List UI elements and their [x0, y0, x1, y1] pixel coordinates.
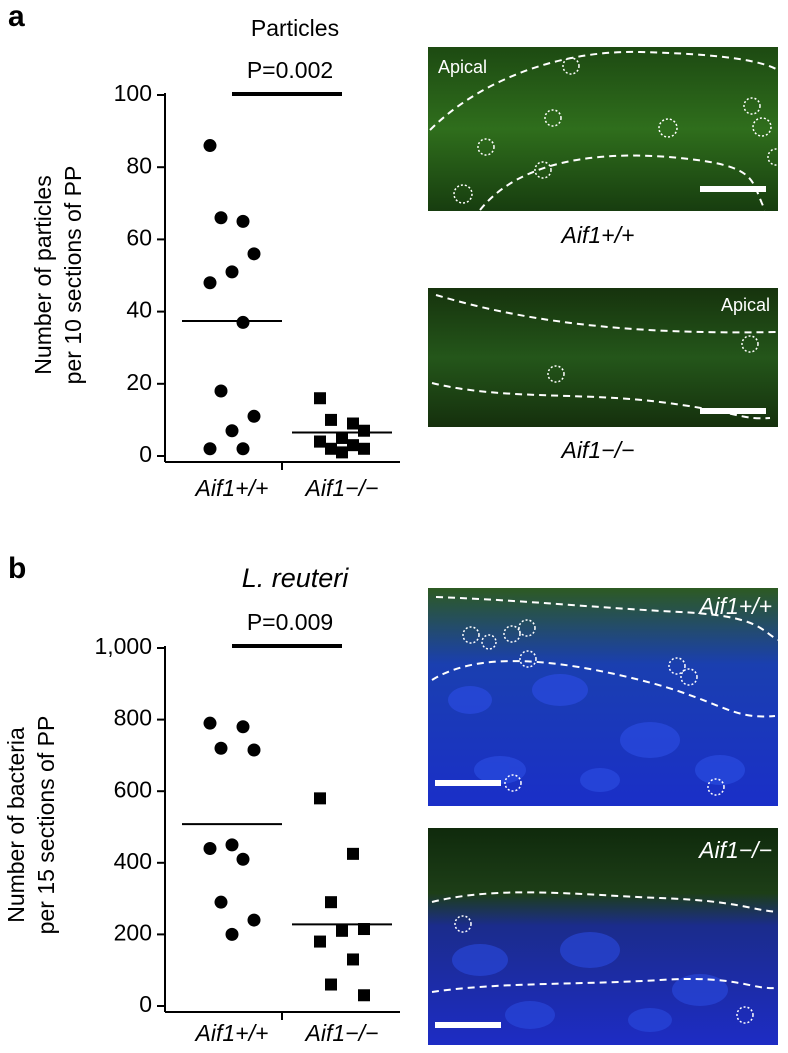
data-point [358, 923, 370, 936]
data-point [203, 276, 217, 290]
data-point [203, 139, 217, 153]
data-point [314, 792, 326, 805]
image-label: Aif1+/+ [697, 593, 772, 619]
y-axis-label: per 15 sections of PP [33, 716, 59, 935]
data-point [236, 852, 250, 866]
data-point [358, 424, 370, 437]
data-point [214, 211, 228, 225]
annotation: P=0.002 [247, 57, 333, 83]
image-caption: Aif1−/− [560, 437, 635, 463]
data-point [236, 315, 250, 329]
y-tick-label: 100 [114, 80, 152, 106]
data-point [247, 743, 261, 757]
image-label: Apical [438, 57, 487, 77]
panel-label: a [8, 0, 25, 33]
data-point [314, 435, 326, 448]
data-point [325, 442, 337, 455]
data-point [358, 442, 370, 455]
annotation: P=0.009 [247, 609, 333, 635]
data-point [214, 895, 228, 909]
y-tick-label: 1,000 [94, 633, 152, 659]
data-point [225, 927, 239, 941]
y-tick-label: 60 [126, 224, 152, 250]
data-point [203, 442, 217, 456]
data-point [325, 413, 337, 426]
data-point [325, 978, 337, 991]
data-point [347, 417, 359, 430]
micrograph [428, 828, 779, 1045]
y-tick-label: 200 [114, 919, 152, 945]
y-tick-label: 40 [126, 297, 152, 323]
image-label: Apical [721, 295, 770, 315]
data-point [247, 409, 261, 423]
y-axis-label: per 10 sections of PP [60, 166, 86, 385]
y-axis-label: Number of particles [30, 175, 56, 374]
micrograph [428, 47, 785, 211]
data-point [347, 439, 359, 452]
chart-title: Particles [251, 15, 339, 41]
data-point [214, 741, 228, 755]
data-point [225, 424, 239, 438]
x-tick-label: Aif1+/+ [194, 1020, 269, 1046]
data-point [225, 838, 239, 852]
micrograph [428, 288, 779, 427]
data-point [225, 265, 239, 279]
chart-title: L. reuteri [242, 563, 350, 593]
data-point [358, 989, 370, 1002]
data-point [336, 431, 348, 444]
y-tick-label: 0 [139, 991, 152, 1017]
data-point [325, 896, 337, 909]
data-point [247, 913, 261, 927]
data-point [314, 935, 326, 948]
data-point [247, 247, 261, 261]
image-label: Aif1−/− [697, 837, 772, 863]
y-tick-label: 800 [114, 705, 152, 731]
data-point [347, 953, 359, 966]
data-point [236, 442, 250, 456]
y-tick-label: 0 [139, 441, 152, 467]
y-tick-label: 80 [126, 152, 152, 178]
panel-label: b [8, 552, 26, 585]
data-point [214, 384, 228, 398]
data-point [347, 847, 359, 860]
y-axis-label: Number of bacteria [3, 727, 29, 923]
data-point [236, 720, 250, 734]
x-tick-label: Aif1−/− [304, 475, 379, 501]
y-tick-label: 400 [114, 848, 152, 874]
data-point [236, 214, 250, 228]
data-point [203, 716, 217, 730]
y-tick-label: 20 [126, 369, 152, 395]
micrograph [428, 588, 779, 806]
y-tick-label: 600 [114, 776, 152, 802]
x-tick-label: Aif1+/+ [194, 475, 269, 501]
data-point [203, 841, 217, 855]
image-caption: Aif1+/+ [560, 222, 635, 248]
data-point [336, 924, 348, 937]
data-point [336, 446, 348, 459]
data-point [314, 392, 326, 405]
x-tick-label: Aif1−/− [304, 1020, 379, 1046]
